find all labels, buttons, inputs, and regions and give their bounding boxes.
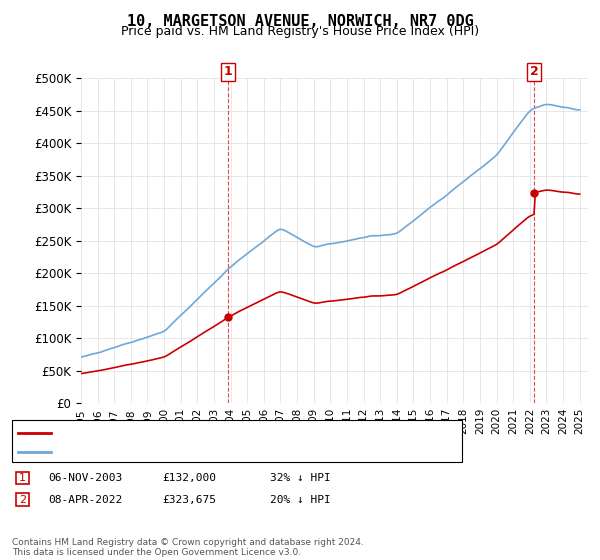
Text: 08-APR-2022: 08-APR-2022 — [48, 494, 122, 505]
Text: 1: 1 — [19, 473, 26, 483]
Text: £132,000: £132,000 — [162, 473, 216, 483]
Text: 10, MARGETSON AVENUE, NORWICH, NR7 0DG (detached house): 10, MARGETSON AVENUE, NORWICH, NR7 0DG (… — [57, 428, 395, 438]
Text: £323,675: £323,675 — [162, 494, 216, 505]
Text: HPI: Average price, detached house, Broadland: HPI: Average price, detached house, Broa… — [57, 447, 303, 458]
Text: 2: 2 — [530, 66, 539, 78]
Text: 1: 1 — [224, 66, 232, 78]
Text: Contains HM Land Registry data © Crown copyright and database right 2024.
This d: Contains HM Land Registry data © Crown c… — [12, 538, 364, 557]
Text: 10, MARGETSON AVENUE, NORWICH, NR7 0DG: 10, MARGETSON AVENUE, NORWICH, NR7 0DG — [127, 14, 473, 29]
Text: Price paid vs. HM Land Registry's House Price Index (HPI): Price paid vs. HM Land Registry's House … — [121, 25, 479, 38]
Text: 2: 2 — [19, 494, 26, 505]
Text: 32% ↓ HPI: 32% ↓ HPI — [270, 473, 331, 483]
Text: 06-NOV-2003: 06-NOV-2003 — [48, 473, 122, 483]
Text: 20% ↓ HPI: 20% ↓ HPI — [270, 494, 331, 505]
